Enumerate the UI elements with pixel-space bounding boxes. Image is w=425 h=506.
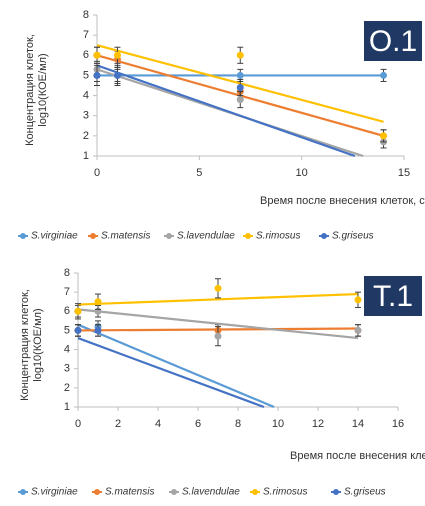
data-point	[94, 326, 102, 334]
trend-line	[96, 64, 356, 158]
y-axis-label: Концентрация клеток,	[24, 34, 36, 146]
legend-marker	[321, 233, 327, 239]
x-tick-label: 10	[296, 167, 308, 179]
legend-label: S.griseus	[332, 231, 374, 242]
data-point	[380, 132, 388, 140]
panel-badge	[362, 274, 424, 318]
panel-badge	[362, 19, 424, 63]
x-tick-label: 0	[94, 167, 100, 179]
data-point	[94, 298, 102, 306]
y-tick-label: 1	[83, 150, 89, 162]
x-tick-label: 0	[75, 418, 81, 430]
panel-label: T.1	[373, 280, 413, 313]
data-point	[214, 284, 222, 292]
legend-label: S.griseus	[344, 487, 386, 498]
trend-line	[77, 292, 359, 306]
y-tick-label: 8	[83, 9, 89, 21]
data-point	[74, 307, 82, 315]
data-point	[113, 71, 121, 79]
legend-label: S.virginiae	[31, 231, 78, 242]
legend-marker	[90, 233, 96, 239]
x-tick-label: 12	[312, 418, 324, 430]
legend-marker	[20, 233, 26, 239]
data-point	[113, 51, 121, 59]
y-tick-label: 7	[64, 286, 70, 298]
x-tick-label: 4	[155, 418, 161, 430]
legend-label: S.rimosus	[263, 487, 307, 498]
legend-label: S.matensis	[105, 487, 154, 498]
y-tick-label: 3	[83, 110, 89, 122]
legend-marker	[94, 489, 100, 495]
y-tick-label: 4	[83, 89, 89, 101]
data-point	[236, 71, 244, 79]
y-axis-label: log10(КОЕ/мл)	[32, 308, 44, 381]
legend-marker	[20, 489, 26, 495]
legend-label: S.lavendulae	[177, 231, 235, 242]
y-tick-label: 1	[64, 401, 70, 413]
x-tick-label: 8	[235, 418, 241, 430]
x-tick-label: 14	[352, 418, 364, 430]
trend-line	[77, 323, 275, 409]
x-axis-label: Время после внесения клеток, сутки	[290, 450, 425, 462]
x-axis-label: Время после внесения клеток, сутки	[260, 195, 425, 207]
x-tick-label: 5	[196, 167, 202, 179]
legend-marker	[171, 489, 177, 495]
x-tick-label: 2	[115, 418, 121, 430]
y-axis-label: log10(КОЕ/мл)	[37, 53, 49, 126]
data-point	[354, 296, 362, 304]
y-tick-label: 8	[64, 267, 70, 279]
y-tick-label: 5	[64, 324, 70, 336]
data-point	[236, 51, 244, 59]
x-tick-label: 16	[392, 418, 404, 430]
y-tick-label: 7	[83, 29, 89, 41]
x-tick-label: 10	[272, 418, 284, 430]
data-point	[93, 71, 101, 79]
data-point	[236, 96, 244, 104]
legend-marker	[252, 489, 258, 495]
data-point	[236, 84, 244, 92]
y-tick-label: 4	[64, 343, 70, 355]
legend-marker	[245, 233, 251, 239]
legend-label: S.rimosus	[256, 231, 300, 242]
legend-marker	[333, 489, 339, 495]
y-tick-label: 2	[64, 382, 70, 394]
data-point	[74, 326, 82, 334]
y-tick-label: 3	[64, 363, 70, 375]
data-point	[380, 71, 388, 79]
y-tick-label: 2	[83, 130, 89, 142]
panel-label: O.1	[369, 25, 417, 58]
y-axis-label: Концентрация клеток,	[19, 289, 31, 401]
trend-line	[77, 337, 265, 409]
legend-label: S.virginiae	[31, 487, 78, 498]
x-tick-label: 6	[195, 418, 201, 430]
legend-marker	[166, 233, 172, 239]
trend-line	[77, 308, 359, 340]
x-tick-label: 15	[398, 167, 410, 179]
data-point	[354, 326, 362, 334]
data-point	[214, 332, 222, 340]
legend-label: S.matensis	[101, 231, 150, 242]
legend-label: S.lavendulae	[182, 487, 240, 498]
y-tick-label: 6	[83, 49, 89, 61]
y-tick-label: 6	[64, 305, 70, 317]
data-point	[93, 51, 101, 59]
y-tick-label: 5	[83, 69, 89, 81]
